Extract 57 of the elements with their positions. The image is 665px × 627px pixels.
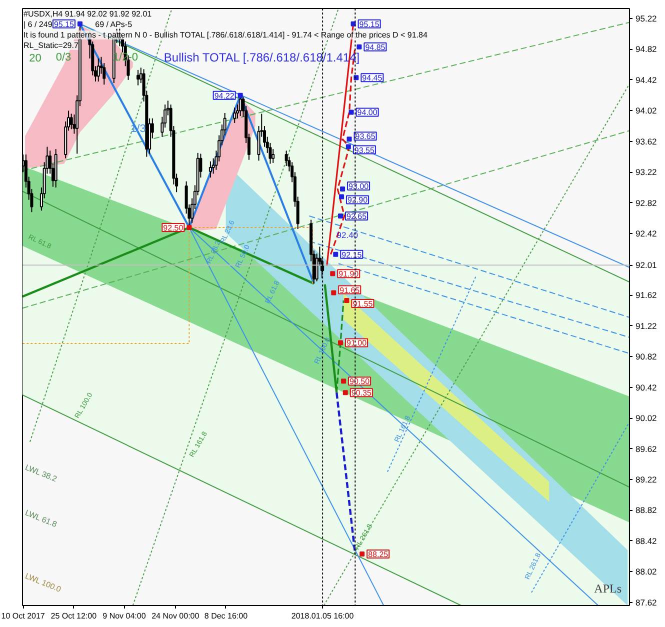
data-label: 95.15 <box>54 20 75 29</box>
x-tick-label: 25 Oct 12:00 <box>50 612 98 620</box>
y-tick-label: 94.82 <box>636 44 658 54</box>
y-tick-label: 88.42 <box>636 536 658 546</box>
y-tick-label: 88.02 <box>636 566 658 577</box>
data-label: 91.55 <box>352 299 374 308</box>
y-tick-label: 90.02 <box>636 413 658 424</box>
y-tick-label: 91.22 <box>636 320 658 331</box>
data-label: 91.65 <box>340 286 360 295</box>
y-tick-label: 93.22 <box>636 167 658 178</box>
y-tick-label: 92.01 <box>636 260 658 270</box>
data-label: 94.85 <box>365 42 386 52</box>
y-tick-label: 87.62 <box>636 597 658 608</box>
text: | 6 / 249 <box>24 20 53 29</box>
data-label: 91.00 <box>346 338 368 348</box>
y-tick-label: 95.22 <box>636 13 658 24</box>
data-label: 93.00 <box>348 182 370 192</box>
y-tick-label: 89.62 <box>636 444 658 454</box>
data-label: 93.65 <box>355 132 376 142</box>
data-label: 90.35 <box>351 388 372 398</box>
y-tick-label: 94.02 <box>636 106 658 116</box>
data-label: 92.15 <box>342 250 362 260</box>
x-tick-label: 8 Dec 16:00 <box>204 612 248 620</box>
y-tick-label: 92.42 <box>636 228 658 239</box>
data-label: 95.15 <box>359 20 380 29</box>
x-tick-label: 2018.01.05 16:00 <box>291 612 354 620</box>
y-tick-label: 91.62 <box>636 290 658 300</box>
data-label: 91.90 <box>338 270 360 279</box>
data-label: 88.25 <box>368 550 389 560</box>
data-label: 94.00 <box>357 108 378 118</box>
x-tick-label: 24 Nov 00:00 <box>152 612 200 620</box>
data-label: 94.45 <box>362 74 383 83</box>
data-label: 90.50 <box>350 377 370 386</box>
annotation: LWL 100.0 <box>24 571 63 594</box>
annotation: LWL 38.2 <box>24 462 59 484</box>
annotation: It is found 1 patterns - t pattern N 0 - Bullish TOTAL [.786/.618/.618/1.414] - 91.74 < Range of the prices D < 91.84 <box>24 30 428 40</box>
data-label: 92.65 <box>346 212 368 221</box>
annotation: 69 / APs-5 <box>95 20 133 29</box>
data-label: 93.55 <box>354 146 375 155</box>
chart-title: #USDX,H4 91.94 92.02 91.92 92.01 <box>24 10 152 18</box>
y-tick-label: 89.22 <box>636 474 658 484</box>
y-tick-label: 94.42 <box>636 74 658 85</box>
annotation: APLs <box>594 582 622 596</box>
data-label: 94.22 <box>214 91 235 100</box>
y-tick-label: 92.82 <box>636 198 658 208</box>
y-tick-label: 88.82 <box>636 505 658 516</box>
annotation: 0/3 <box>56 51 72 64</box>
x-tick-label: 9 Nov 04:00 <box>102 612 146 620</box>
y-tick-label: 90.82 <box>636 352 658 362</box>
y-tick-label: 93.62 <box>636 136 658 146</box>
annotation: LWL 61.8 <box>24 508 59 530</box>
data-label: 92.90 <box>348 196 368 205</box>
data-label: 92.50 <box>163 223 184 232</box>
annotation: 20 <box>29 52 42 64</box>
y-tick-label: 90.42 <box>636 382 658 392</box>
annotation: RL_Static=29.7 <box>24 41 79 50</box>
x-tick-label: 10 Oct 2017 <box>1 612 46 620</box>
